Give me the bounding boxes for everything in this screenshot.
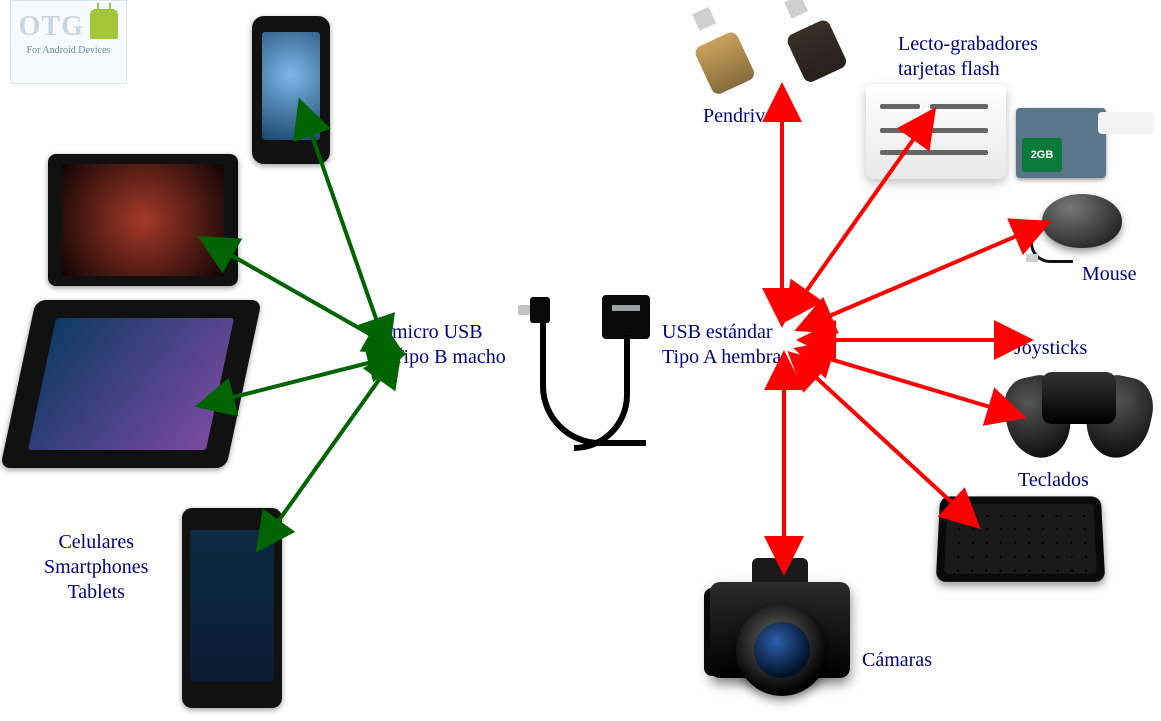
label-left-devices: Celulares Smartphones Tablets [44,530,148,605]
keyboard-device [936,496,1106,581]
label-joysticks: Joysticks [1014,336,1087,361]
otg-subtitle: For Android Devices [11,45,126,56]
pendrive-1 [685,14,756,97]
card-reader [866,84,1006,179]
label-usb-std: USB estándar Tipo A hembra [662,320,781,370]
label-micro-usb: micro USB Tipo B macho [392,320,506,370]
smartphone-angled [0,300,262,468]
cf-card-reader: 2GB [1016,108,1106,178]
diagram-canvas: { "canvas": { "width": 1161, "height": 7… [0,0,1161,721]
label-mouse: Mouse [1082,262,1136,287]
otg-cable [530,285,650,455]
label-keyboards: Teclados [1018,468,1089,493]
camera-device [692,548,867,708]
otg-badge: OTG For Android Devices [10,0,127,84]
label-pendrives: Pendrives [703,104,782,129]
smartphone-samsung [252,16,330,164]
label-cameras: Cámaras [862,648,932,673]
android-icon [90,9,118,39]
pendrive-2 [777,2,848,85]
otg-title: OTG [19,11,84,43]
smartphone-sony [182,508,282,708]
usb-stick-icon [1098,112,1154,134]
mouse-device [1030,194,1122,264]
sd-card-icon: 2GB [1022,138,1062,172]
joystick-device [1006,366,1151,461]
tablet [48,154,238,286]
label-card-readers: Lecto-grabadores tarjetas flash [898,32,1038,82]
